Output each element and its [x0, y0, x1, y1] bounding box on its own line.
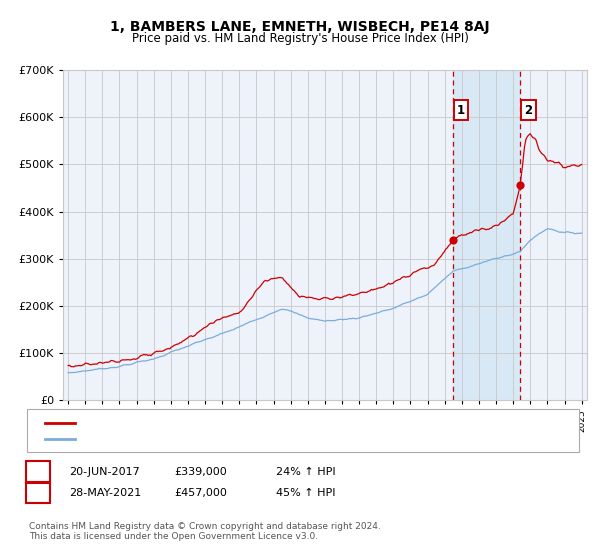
Point: [515, 180, 525, 189]
Bar: [453, 70, 520, 400]
Text: Price paid vs. HM Land Registry's House Price Index (HPI): Price paid vs. HM Land Registry's House …: [131, 32, 469, 45]
Text: 28-MAY-2021: 28-MAY-2021: [69, 488, 141, 498]
Text: Contains HM Land Registry data © Crown copyright and database right 2024.
This d: Contains HM Land Registry data © Crown c…: [29, 522, 380, 542]
Text: 1: 1: [457, 104, 465, 116]
Text: 1: 1: [34, 466, 41, 477]
Text: 24% ↑ HPI: 24% ↑ HPI: [276, 466, 335, 477]
Text: 1, BAMBERS LANE, EMNETH, WISBECH, PE14 8AJ (detached house): 1, BAMBERS LANE, EMNETH, WISBECH, PE14 8…: [81, 418, 428, 428]
Text: 45% ↑ HPI: 45% ↑ HPI: [276, 488, 335, 498]
Text: 20-JUN-2017: 20-JUN-2017: [69, 466, 140, 477]
Text: £339,000: £339,000: [174, 466, 227, 477]
Text: HPI: Average price, detached house, King's Lynn and West Norfolk: HPI: Average price, detached house, King…: [81, 434, 425, 444]
Text: 2: 2: [34, 488, 41, 498]
Text: 2: 2: [524, 104, 533, 116]
Text: 1, BAMBERS LANE, EMNETH, WISBECH, PE14 8AJ: 1, BAMBERS LANE, EMNETH, WISBECH, PE14 8…: [110, 20, 490, 34]
Point: [448, 236, 458, 245]
Text: £457,000: £457,000: [174, 488, 227, 498]
